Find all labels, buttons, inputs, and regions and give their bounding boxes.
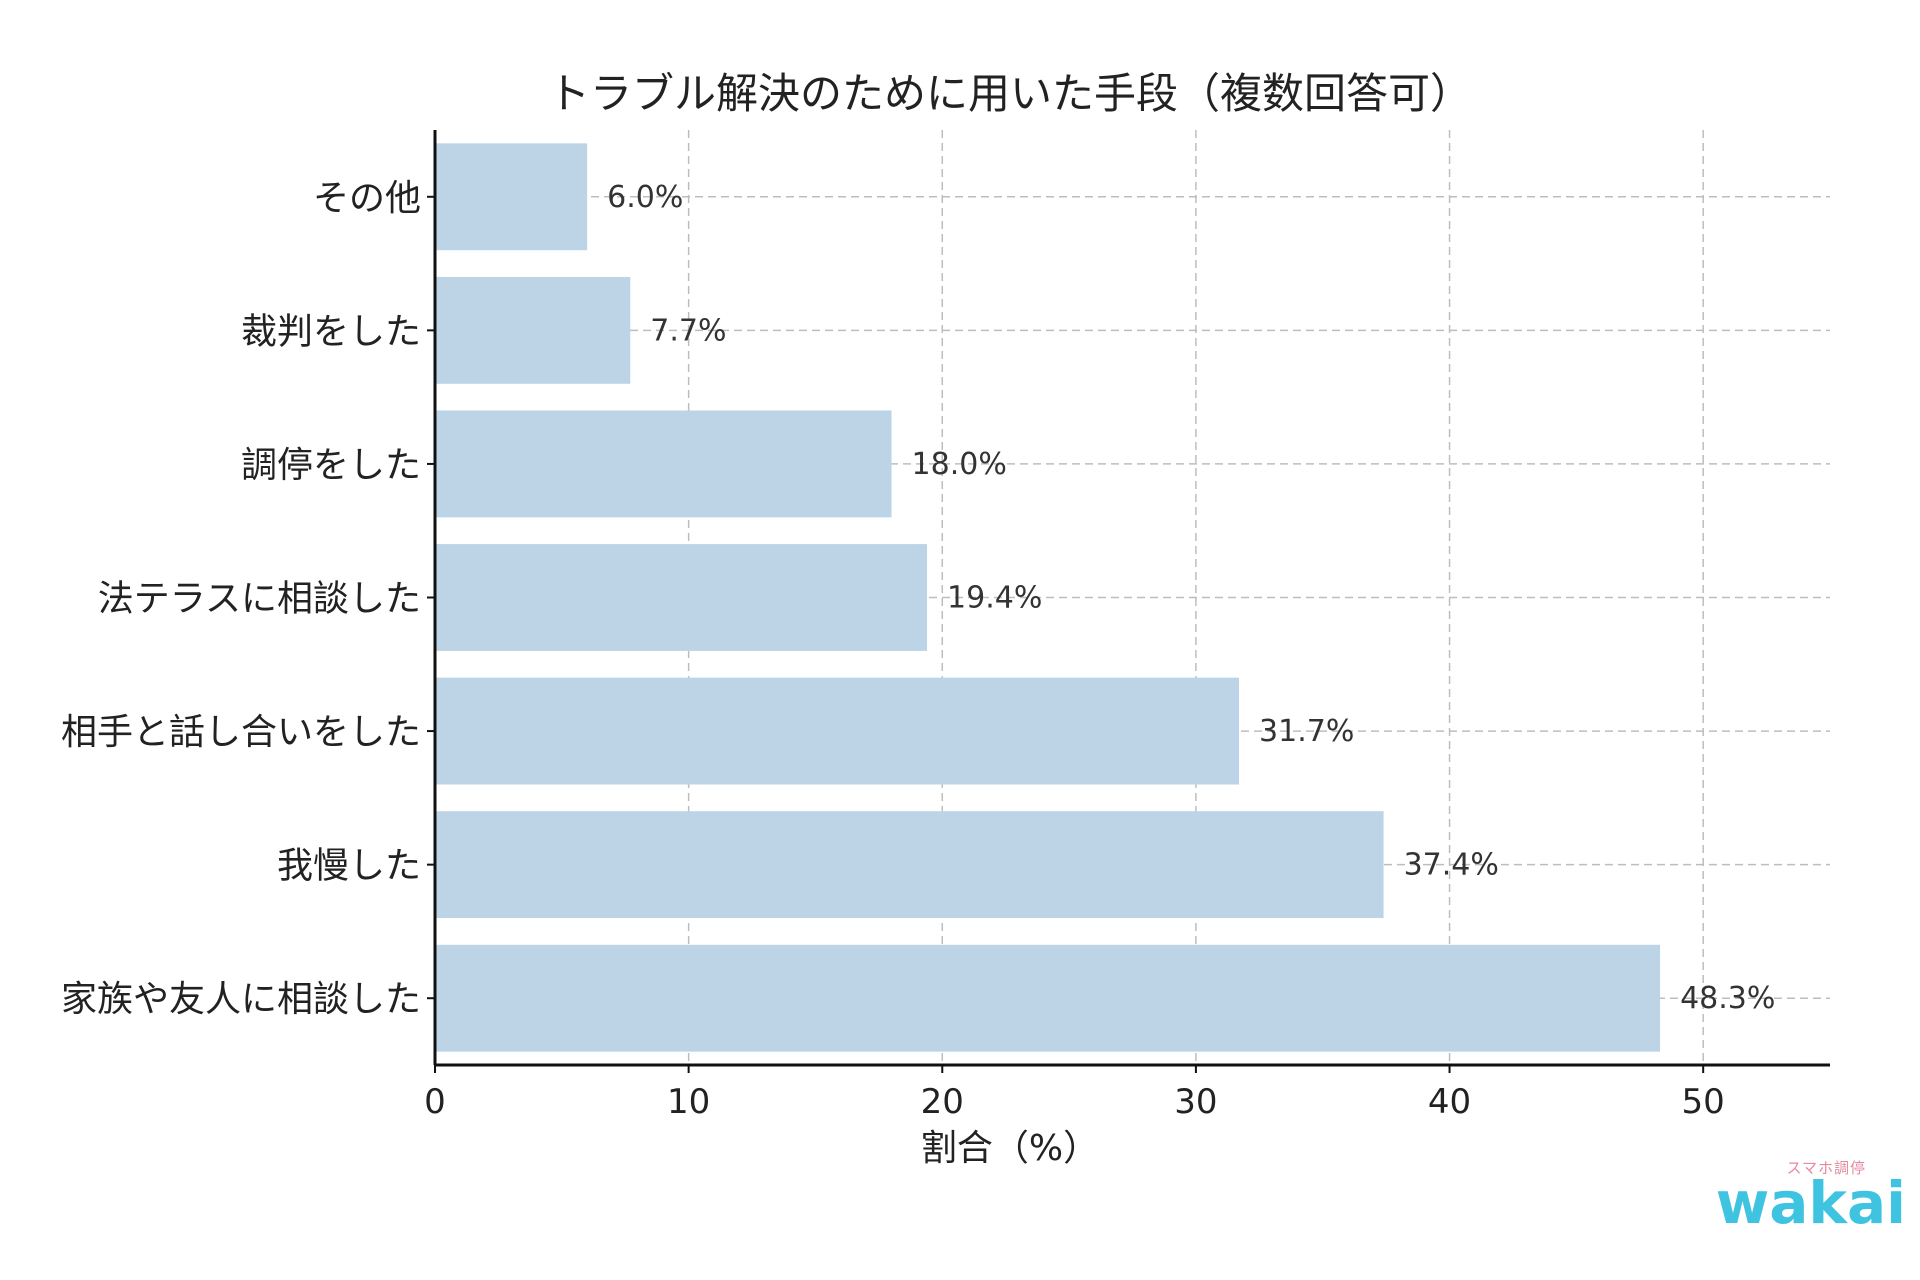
x-tick-label: 0 — [424, 1082, 446, 1122]
data-label: 48.3% — [1680, 981, 1775, 1016]
data-label: 19.4% — [947, 581, 1042, 616]
data-label: 37.4% — [1404, 848, 1499, 883]
category-label: 相手と話し合いをした — [61, 712, 421, 753]
brand-tagline: スマホ調停 — [1786, 1159, 1866, 1177]
category-label: 我慢した — [277, 846, 421, 887]
bar — [435, 677, 1240, 785]
x-axis-label: 割合（%） — [921, 1128, 1099, 1169]
bar — [435, 143, 588, 251]
x-tick-label: 30 — [1174, 1082, 1217, 1122]
data-label: 31.7% — [1259, 714, 1354, 749]
category-label: 調停をした — [241, 445, 421, 486]
category-label: 法テラスに相談した — [98, 579, 421, 620]
x-tick-label: 50 — [1682, 1082, 1725, 1122]
x-tick-label: 10 — [667, 1082, 710, 1122]
chart-title: トラブル解決のために用いた手段（複数回答可） — [548, 69, 1472, 118]
bar — [435, 811, 1384, 919]
data-label: 7.7% — [650, 313, 726, 348]
bar — [435, 276, 631, 384]
x-tick-label: 40 — [1428, 1082, 1471, 1122]
wakai-logo: スマホ調停 wakai — [1715, 1159, 1906, 1237]
bar — [435, 944, 1661, 1052]
bar — [435, 544, 928, 651]
x-tick-label: 20 — [921, 1082, 964, 1122]
bar — [435, 410, 892, 518]
data-label: 6.0% — [607, 180, 683, 215]
category-label: 家族や友人に相談した — [61, 979, 421, 1020]
brand-name: wakai — [1715, 1169, 1906, 1237]
category-label: その他 — [313, 178, 421, 219]
data-label: 18.0% — [912, 447, 1007, 482]
category-label: 裁判をした — [241, 311, 421, 352]
